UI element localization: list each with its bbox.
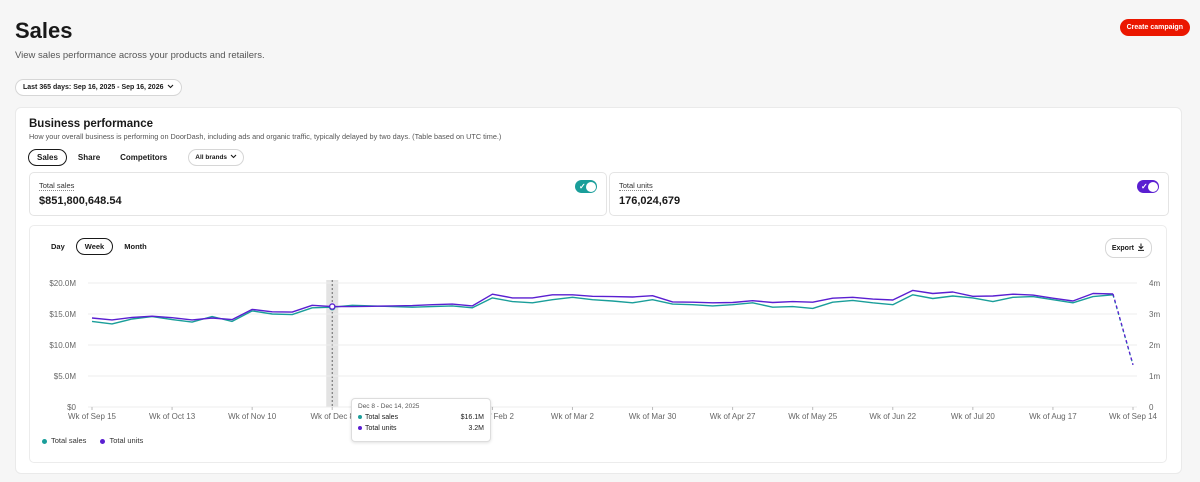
- x-tick-label: Wk of Feb 2: [471, 412, 515, 421]
- view-tabs: Sales Share Competitors All brands: [28, 149, 245, 166]
- chart-panel: $0 0 $5.0M 1m $10.0M 2m $15.0M 3m $20.0M 4m Wk of …: [29, 225, 1167, 463]
- date-range-filter[interactable]: Last 365 days: Sep 16, 2025 - Sep 16, 20…: [15, 79, 183, 96]
- tooltip-row-sales: Total sales $16.1M: [358, 414, 484, 421]
- line-chart[interactable]: $0 0 $5.0M 1m $10.0M 2m $15.0M 3m $20.0M 4m Wk of …: [30, 226, 1166, 462]
- chart-legend: Total sales Total units: [42, 436, 143, 445]
- download-icon: [1137, 243, 1145, 253]
- units-dot-icon: [100, 438, 106, 444]
- y-right-tick-label: 2m: [1149, 341, 1160, 350]
- y-left-tick-label: $0: [67, 403, 76, 412]
- export-label: Export: [1111, 244, 1134, 252]
- toggle-knob: [1147, 181, 1158, 192]
- check-icon: ✓: [579, 182, 586, 191]
- x-tick-label: Wk of Nov 10: [228, 412, 277, 421]
- create-campaign-button[interactable]: Create campaign: [1119, 19, 1190, 36]
- x-tick-label: Wk of Oct 13: [149, 412, 196, 421]
- sales-dot-icon: [358, 415, 362, 420]
- x-tick-label: Wk of Apr 27: [710, 412, 756, 421]
- metric-total-units: Total units 176,024,679 ✓: [609, 172, 1169, 216]
- y-left-tick-label: $20.0M: [49, 279, 76, 288]
- y-right-tick-label: 3m: [1149, 310, 1160, 319]
- x-tick-label: Wk of Mar 30: [629, 412, 677, 421]
- check-icon: ✓: [1141, 182, 1148, 191]
- legend-item-sales[interactable]: Total sales: [42, 436, 86, 445]
- brand-filter-label: All brands: [195, 154, 228, 161]
- page-subtitle: View sales performance across your produ…: [15, 50, 265, 61]
- x-tick-label: Wk of Dec 8: [310, 412, 354, 421]
- y-right-tick-label: 4m: [1149, 279, 1160, 288]
- x-tick-label: Wk of Aug 17: [1029, 412, 1077, 421]
- tab-sales[interactable]: Sales: [28, 149, 67, 166]
- tab-share[interactable]: Share: [77, 153, 101, 162]
- series-line-sales: [91, 294, 1114, 325]
- metric-value: 176,024,679: [619, 195, 681, 207]
- granularity-toggle: Day Week Month: [42, 238, 156, 255]
- legend-label: Total sales: [51, 436, 87, 445]
- tooltip-row-units: Total units 3.2M: [358, 425, 484, 432]
- metric-label: Total sales: [39, 181, 75, 191]
- highlight-point-units: [328, 303, 336, 310]
- hover-band: [326, 280, 339, 407]
- units-dot-icon: [358, 426, 362, 431]
- tab-competitors[interactable]: Competitors: [120, 153, 168, 162]
- x-tick-label: Wk of Mar 2: [551, 412, 595, 421]
- y-left-tick-label: $15.0M: [49, 310, 76, 319]
- date-range-label: Last 365 days: Sep 16, 2025 - Sep 16, 20…: [23, 84, 164, 91]
- brand-filter[interactable]: All brands: [188, 149, 245, 166]
- y-left-tick-label: $5.0M: [54, 372, 77, 381]
- tab-week[interactable]: Week: [75, 238, 114, 255]
- y-left-tick-label: $10.0M: [49, 341, 76, 350]
- metric-value: $851,800,648.54: [39, 195, 122, 207]
- x-tick-label: Wk of Sep 15: [68, 412, 117, 421]
- tab-day[interactable]: Day: [51, 242, 65, 251]
- card-subtitle: How your overall business is performing …: [29, 132, 502, 141]
- card-title: Business performance: [29, 118, 153, 130]
- chevron-down-icon: [167, 84, 174, 91]
- metric-label: Total units: [619, 181, 653, 191]
- legend-item-units[interactable]: Total units: [100, 436, 143, 445]
- legend-label: Total units: [109, 436, 144, 445]
- total-sales-toggle[interactable]: ✓: [575, 180, 597, 193]
- tooltip-label: Total sales: [365, 414, 399, 421]
- toggle-knob: [585, 181, 596, 192]
- tooltip-value: $16.1M: [460, 414, 484, 421]
- tooltip-label: Total units: [365, 425, 397, 432]
- page-title: Sales: [15, 18, 73, 43]
- chevron-down-icon: [230, 154, 237, 161]
- series-line-units: [91, 289, 1114, 321]
- tooltip-value: 3.2M: [468, 425, 484, 432]
- x-tick-label: Wk of Jul 20: [951, 412, 996, 421]
- x-tick-label: Wk of Sep 14: [1109, 412, 1158, 421]
- x-tick-label: Wk of Jun 22: [869, 412, 916, 421]
- total-units-toggle[interactable]: ✓: [1137, 180, 1159, 193]
- export-button[interactable]: Export: [1104, 238, 1152, 258]
- y-right-tick-label: 1m: [1149, 372, 1160, 381]
- metric-total-sales: Total sales $851,800,648.54 ✓: [29, 172, 607, 216]
- business-performance-card: Business performance How your overall bu…: [15, 107, 1182, 474]
- series-projection-units: [1112, 293, 1134, 365]
- sales-dot-icon: [42, 438, 47, 444]
- y-right-tick-label: 0: [1149, 403, 1154, 412]
- chart-tooltip: Dec 8 - Dec 14, 2025 Total sales $16.1M …: [351, 398, 491, 442]
- tab-month[interactable]: Month: [124, 242, 147, 251]
- tooltip-date: Dec 8 - Dec 14, 2025: [358, 403, 420, 410]
- x-tick-label: Wk of May 25: [788, 412, 837, 421]
